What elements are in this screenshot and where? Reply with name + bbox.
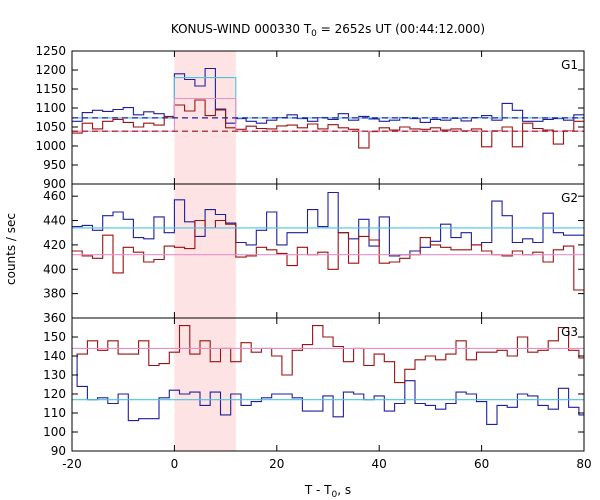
series-blue-g1 xyxy=(72,67,584,124)
panel-g3: 90 100 110 120 130 140 150 G3 xyxy=(43,317,585,458)
y-tick-label: 460 xyxy=(43,189,66,203)
y-tick-label: 1150 xyxy=(35,82,66,96)
x-tick-label: 40 xyxy=(372,457,387,471)
chart-title: KONUS-WIND 000330 T0 = 2652s UT (00:44:1… xyxy=(171,22,485,39)
y-tick-label: 360 xyxy=(43,311,66,325)
x-tick-label: -20 xyxy=(62,457,82,471)
panel-frame xyxy=(71,317,585,452)
y-tick-label: 900 xyxy=(43,177,66,191)
y-tick-label: 380 xyxy=(43,287,66,301)
plot-area: 900950100010501100115012001250G136038040… xyxy=(35,44,591,471)
y-tick-label: 1200 xyxy=(35,63,66,77)
y-tick-label: 120 xyxy=(43,387,66,401)
y-tick-label: 1050 xyxy=(35,120,66,134)
y-tick-label: 420 xyxy=(43,238,66,252)
y-tick-label: 100 xyxy=(43,425,66,439)
x-axis-label: T - T0, s xyxy=(304,483,351,500)
y-tick-label: 1000 xyxy=(35,139,66,153)
y-tick-label: 90 xyxy=(51,444,66,458)
y-tick-label: 440 xyxy=(43,214,66,228)
x-tick-label: 80 xyxy=(576,457,591,471)
panel-g2: 360 380 400 420 440 460 G2 xyxy=(43,183,585,325)
series-blue-g3 xyxy=(72,355,584,425)
y-axis-label: counts / sec xyxy=(4,213,18,285)
x-tick-label: 0 xyxy=(171,457,179,471)
series-red-g1 xyxy=(72,99,584,149)
y-tick-label: 400 xyxy=(43,262,66,276)
y-tick-label: 1100 xyxy=(35,101,66,115)
panel-label: G1 xyxy=(561,58,578,72)
y-tick-label: 150 xyxy=(43,330,66,344)
x-tick-label: 20 xyxy=(269,457,284,471)
panel-label: G2 xyxy=(561,191,578,205)
panel-g1: 900 950 1000 1050 1100 1150 1200 1250 G1 xyxy=(35,44,585,191)
panel-label: G3 xyxy=(561,325,578,339)
y-tick-label: 110 xyxy=(43,406,66,420)
series-red-g3 xyxy=(72,325,584,384)
y-tick-label: 130 xyxy=(43,368,66,382)
series-blue-g2 xyxy=(72,191,584,257)
x-tick-label: 60 xyxy=(474,457,489,471)
y-tick-label: 140 xyxy=(43,349,66,363)
y-tick-label: 950 xyxy=(43,158,66,172)
y-tick-label: 1250 xyxy=(35,44,66,58)
